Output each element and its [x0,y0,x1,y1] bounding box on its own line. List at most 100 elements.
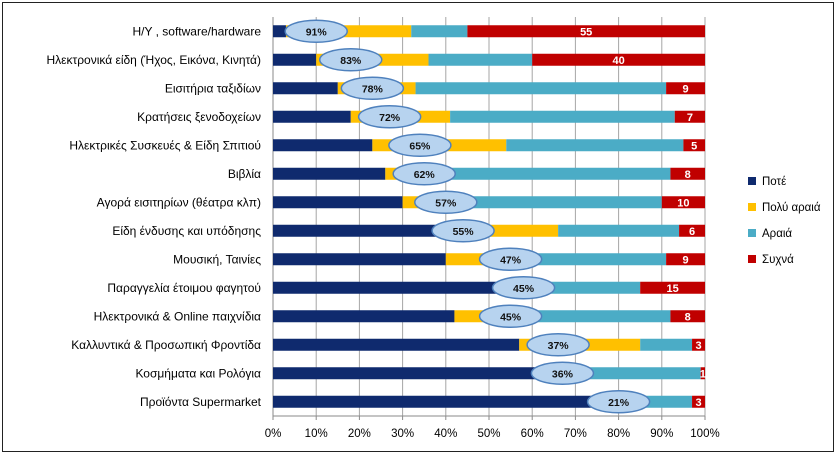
frequent-value-label: 3 [695,340,701,352]
bar-segment [670,310,705,323]
category-label: Ηλεκτρονικά & Online παιχνίδια [94,309,261,323]
bar-segment [679,224,705,237]
bar-segment [666,253,705,266]
x-tick-label: 0% [265,428,282,440]
bar-segment [674,110,705,123]
bar-segment [273,367,546,380]
x-tick-label: 50% [477,428,500,440]
bubble-callout [414,190,478,214]
bar-segment [428,53,533,66]
x-tick-label: 30% [391,428,414,440]
bubble-label: 83% [340,55,362,67]
bubble-callout [478,304,543,328]
bar-segment [506,253,667,266]
x-tick-label: 40% [434,428,457,440]
bubble-callout [586,390,651,414]
bar-segment [273,310,455,323]
bar-segment [273,281,511,294]
category-label: Ηλεκτρονικά είδη (Ήχος, Εικόνα, Κινητά) [46,53,261,67]
bubble-label: 36% [552,368,574,380]
bar-segment [273,82,338,95]
bar-segment [692,395,705,408]
bar-segment [519,310,671,323]
bar-segment [640,338,693,351]
frequent-value-label: 1 [700,368,706,380]
bar-segment [558,224,680,237]
legend-swatch [748,203,756,211]
bar-segment [273,25,286,38]
bubble-callout [392,162,456,186]
category-label: Αγορά εισιτηρίων (θέατρα κλπ) [97,195,261,209]
bar-segment [411,25,468,38]
bubble-callout [357,105,422,129]
frequent-value-label: 9 [682,83,688,95]
bar-segment [683,139,705,152]
bar-segment [661,196,705,209]
legend-swatch [748,177,756,185]
bubble-label: 57% [435,197,457,209]
x-tick-label: 100% [690,428,719,440]
bar-segment [415,82,667,95]
bubble-callout [491,276,556,300]
bubble-label: 21% [608,397,630,409]
x-tick-label: 20% [348,428,371,440]
category-label: Παραγγελία έτοιμου φαγητού [107,281,261,295]
bubble-label: 91% [306,26,328,38]
bubble-label: 62% [414,169,436,181]
bar-segment [467,25,705,38]
bar-segment [670,167,705,180]
bar-segment [273,395,602,408]
frequent-value-label: 5 [691,140,697,152]
frequent-value-label: 10 [677,197,689,209]
bar-segment [579,367,701,380]
bar-segment [666,82,705,95]
bar-segment [273,196,403,209]
bar-segment [273,139,373,152]
bubble-callout [526,333,590,357]
legend-label: Αραιά [762,228,792,240]
frequent-value-label: 15 [666,283,678,295]
category-label: Κοσμήματα και Ρολόγια [135,366,261,380]
x-tick-label: 10% [305,428,328,440]
frequent-value-label: 8 [685,169,691,181]
bubble-label: 78% [362,83,384,95]
frequent-value-label: 55 [580,26,592,38]
x-tick-label: 80% [607,428,630,440]
legend-swatch [748,229,756,237]
category-label: Προϊόντα Supermarket [140,395,262,409]
x-tick-label: 70% [564,428,587,440]
bar-segment [273,224,468,237]
frequent-value-label: 9 [682,254,688,266]
frequent-value-label: 8 [685,311,691,323]
bar-segment [450,110,675,123]
category-label: Εισιτήρια ταξιδίων [165,81,261,95]
category-label: Είδη ένδυσης και υπόδησης [112,224,261,238]
category-label: Βιβλία [228,167,261,181]
category-label: Μουσική, Ταινίες [173,252,261,266]
bubble-label: 55% [453,226,475,238]
frequent-value-label: 40 [612,55,624,67]
bubble-callout [431,219,495,243]
x-tick-label: 90% [650,428,673,440]
legend-swatch [748,255,756,263]
bar-segment [506,139,684,152]
bar-segment [273,167,386,180]
bubble-label: 47% [500,254,522,266]
bubble-callout [478,247,543,271]
bubble-callout [340,76,405,100]
bar-segment [692,338,705,351]
bubble-callout [319,48,383,72]
frequent-value-label: 7 [687,112,693,124]
bar-segment [273,53,317,66]
bar-segment [700,367,705,380]
frequent-value-label: 6 [689,226,695,238]
category-label: Καλλυντικά & Προσωπική Φροντίδα [71,338,261,352]
category-label: Η/Υ , software/hardware [132,24,261,38]
category-label: Ηλεκτρικές Συσκευές & Είδη Σπιτιού [69,138,261,152]
legend-label: Πολύ αραιά [762,202,821,214]
bar-segment [532,53,705,66]
legend-label: Συχνά [762,254,794,266]
legend-label: Ποτέ [762,176,786,188]
bubble-callout [530,361,595,385]
